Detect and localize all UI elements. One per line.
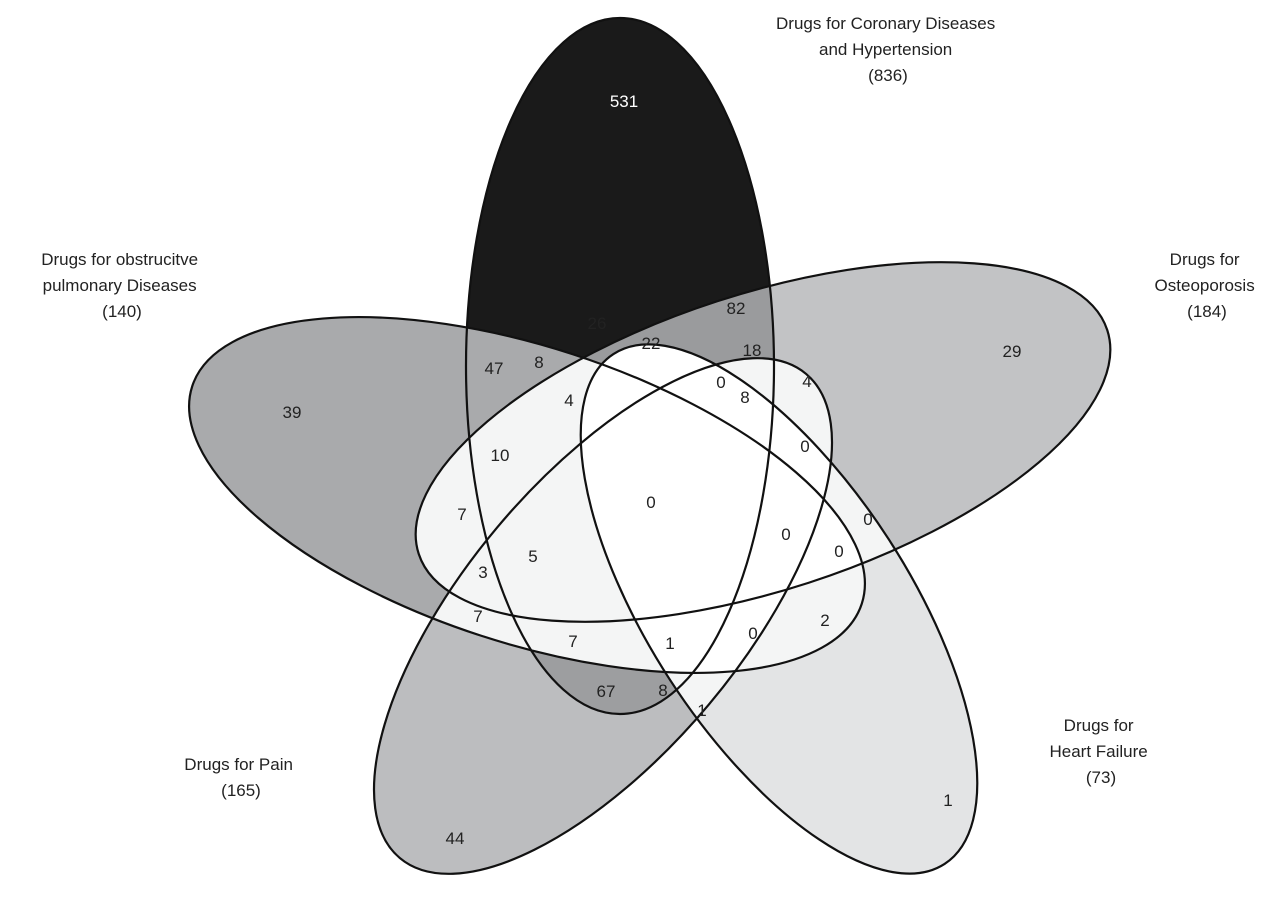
region-count: 1 <box>697 701 706 720</box>
region-count: 0 <box>716 373 725 392</box>
set-label-pain-line-2: (165) <box>221 781 261 800</box>
region-count: 18 <box>743 341 762 360</box>
region-count: 7 <box>457 505 466 524</box>
set-label-heart-failure-line-1: Drugs for <box>1064 716 1134 735</box>
set-label-osteoporosis: Drugs for Osteoporosis (184) <box>1155 250 1260 321</box>
region-count: 8 <box>740 388 749 407</box>
set-label-coronary-line-2: and Hypertension <box>819 40 952 59</box>
set-outline-osteoporosis <box>414 261 1112 623</box>
region-count: 8 <box>658 681 667 700</box>
region-count-pulmonary-only: 39 <box>283 403 302 422</box>
set-label-heart-failure: Drugs for Heart Failure (73) <box>1050 716 1153 787</box>
set-outline-pulmonary <box>188 316 866 674</box>
region-count: 47 <box>485 359 504 378</box>
set-outline-coronary <box>464 16 776 716</box>
region-count: 0 <box>748 624 757 643</box>
set-label-heart-failure-line-2: Heart Failure <box>1050 742 1148 761</box>
set-label-coronary-line-3: (836) <box>868 66 908 85</box>
set-label-pain: Drugs for Pain (165) <box>184 755 297 800</box>
set-outline-heart-failure <box>579 343 979 875</box>
region-count-heart-failure-only: 1 <box>943 791 952 810</box>
set-label-osteoporosis-line-1: Drugs for <box>1170 250 1240 269</box>
set-label-osteoporosis-line-3: (184) <box>1187 302 1227 321</box>
region-counts: 531 29 1 44 39 82 26 22 18 47 8 4 0 8 4 … <box>283 92 1022 848</box>
region-count: 26 <box>588 314 607 333</box>
set-label-pulmonary-line-1: Drugs for obstrucitve <box>41 250 198 269</box>
region-count: 7 <box>568 632 577 651</box>
set-label-coronary: Drugs for Coronary Diseases and Hyperten… <box>776 14 1000 85</box>
region-count: 82 <box>727 299 746 318</box>
set-label-pain-line-1: Drugs for Pain <box>184 755 293 774</box>
region-count: 5 <box>528 547 537 566</box>
region-count: 7 <box>473 607 482 626</box>
set-label-pulmonary-line-2: pulmonary Diseases <box>43 276 197 295</box>
set-label-coronary-line-1: Drugs for Coronary Diseases <box>776 14 995 33</box>
region-count: 0 <box>834 542 843 561</box>
region-count: 67 <box>597 682 616 701</box>
set-label-heart-failure-line-3: (73) <box>1086 768 1116 787</box>
region-count: 1 <box>665 634 674 653</box>
region-count: 4 <box>564 391 573 410</box>
region-count-osteoporosis-only: 29 <box>1003 342 1022 361</box>
region-count: 0 <box>800 437 809 456</box>
region-count-coronary-only: 531 <box>610 92 638 111</box>
region-count-center: 0 <box>646 493 655 512</box>
set-label-pulmonary-line-3: (140) <box>102 302 142 321</box>
region-count: 10 <box>491 446 510 465</box>
region-count: 22 <box>642 334 661 353</box>
set-outline-pain <box>372 357 834 875</box>
set-label-osteoporosis-line-2: Osteoporosis <box>1155 276 1255 295</box>
region-count: 4 <box>802 372 811 391</box>
region-count-pain-only: 44 <box>446 829 465 848</box>
region-count: 0 <box>781 525 790 544</box>
region-count: 2 <box>820 611 829 630</box>
region-count: 0 <box>863 510 872 529</box>
region-count: 8 <box>534 353 543 372</box>
region-count: 3 <box>478 563 487 582</box>
set-label-pulmonary: Drugs for obstrucitve pulmonary Diseases… <box>41 250 203 321</box>
